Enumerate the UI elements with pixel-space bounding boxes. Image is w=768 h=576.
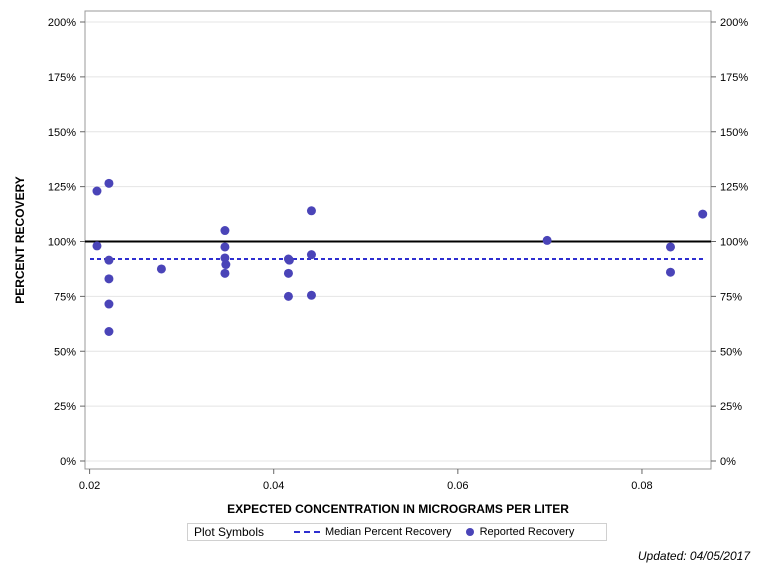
data-point [220,242,230,252]
y-tick-label-left: 175% [48,72,76,84]
y-tick-label-left: 200% [48,17,76,29]
data-point [104,274,114,284]
y-tick-label-left: 25% [54,401,76,413]
y-tick-label-left: 75% [54,291,76,303]
y-tick-label-left: 125% [48,182,76,194]
x-axis-title: EXPECTED CONCENTRATION IN MICROGRAMS PER… [227,502,569,516]
data-point [665,242,675,252]
data-point [220,268,230,278]
data-point [104,255,114,265]
y-tick-label-right: 100% [720,237,748,249]
data-point [284,255,294,265]
y-tick-label-left: 150% [48,127,76,139]
y-tick-label-right: 125% [720,182,748,194]
legend: Plot Symbols Median Percent Recovery Rep… [187,523,607,541]
data-point [92,186,102,196]
y-tick-label-left: 0% [60,456,76,468]
legend-title: Plot Symbols [194,525,265,539]
y-tick-label-right: 175% [720,72,748,84]
data-point [698,209,708,219]
data-points [92,178,708,336]
axis-ticks: 0% 0% 25% 25% 50% 50% 75% 75% 100% 100% 125% 125% 15… [48,17,748,492]
y-axis-title: PERCENT RECOVERY [13,176,27,304]
data-point [306,206,316,216]
y-tick-label-right: 50% [720,346,742,358]
legend-median-label: Median Percent Recovery [325,526,452,538]
legend-reported-label: Reported Recovery [479,526,575,538]
dot-icon [465,528,474,536]
data-point [283,291,293,301]
y-tick-label-right: 0% [720,456,736,468]
reference-lines [85,240,711,261]
updated-date: Updated: 04/05/2017 [637,549,750,563]
data-point [306,290,316,300]
data-point [104,178,114,188]
x-tick-label: 0.06 [447,480,468,492]
data-point [306,250,316,260]
data-point [665,267,675,277]
legend-item-reported: Reported Recovery [465,526,575,538]
y-tick-label-left: 50% [54,346,76,358]
data-point [283,268,293,278]
y-tick-label-left: 100% [48,237,76,249]
plot-frame [84,10,712,470]
data-point [92,241,102,251]
y-tick-label-right: 25% [720,401,742,413]
data-point [104,326,114,336]
data-point [220,253,230,263]
data-point [156,264,166,274]
data-point [104,299,114,309]
data-point [221,260,231,270]
dashed-line-icon [294,531,320,533]
legend-item-median: Median Percent Recovery [294,526,452,538]
data-point [542,235,552,245]
data-point [220,226,230,236]
y-tick-label-right: 200% [720,17,748,29]
y-tick-label-right: 150% [720,127,748,139]
x-tick-label: 0.02 [79,480,100,492]
x-tick-label: 0.04 [263,480,284,492]
y-tick-label-right: 75% [720,291,742,303]
x-tick-label: 0.08 [631,480,652,492]
